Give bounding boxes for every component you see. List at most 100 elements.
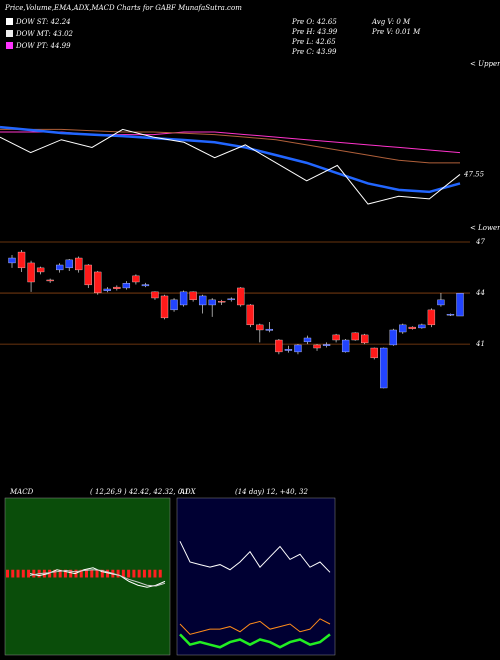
adx-line [179,618,331,635]
macd-bar [116,569,120,578]
candle-body [418,324,426,329]
candle-body [408,326,416,329]
adx-line [179,541,331,573]
macd-bar [63,569,67,578]
macd-bar [85,569,88,578]
macd-bar [27,569,31,578]
legend-swatch [6,42,13,49]
candle-body [427,309,436,326]
candle-body [141,284,150,287]
candle-body [208,299,216,306]
candle-body [36,267,45,273]
adx-subtitle: (14 day) 12, +40, 32 [235,488,308,496]
macd-bar [142,569,146,578]
macd-line [29,569,166,587]
volume-text: Pre V: 0.01 M [371,28,421,36]
legend-text: DOW PT: 44.99 [15,42,71,50]
prev-text: Pre H: 43.99 [291,28,338,36]
candle-body [389,329,397,346]
candle-body [160,295,169,319]
candle-body [446,314,455,316]
ema-line [0,128,461,205]
candle-body [27,262,35,283]
macd-bar [11,569,15,578]
macd-title: MACD [9,488,34,496]
candle-body [332,334,340,341]
candle-body [265,328,274,331]
legend-text: DOW MT: 43.02 [15,30,74,38]
macd-bar [95,569,99,578]
candle-body [198,295,207,306]
macd-bar [32,569,36,578]
candle-body [237,287,245,306]
legend-swatch [6,30,13,37]
macd-bar [137,569,141,578]
candle-body [284,349,293,351]
candle-body [46,279,54,282]
candle-body [227,298,235,301]
candle-body [341,339,350,353]
adx-line [179,633,331,649]
candle-body [170,299,178,311]
macd-bar [100,569,104,578]
ema-line [0,131,461,154]
y-tick-label: 47 [475,238,485,246]
candle-body [65,259,73,269]
candle-body [113,286,121,289]
macd-bar [148,569,152,578]
candle-body [179,291,188,306]
macd-bar [106,569,110,578]
candle-body [189,291,197,301]
macd-bar [21,569,25,578]
candle-body [56,264,64,271]
title: Price,Volume,EMA,ADX,MACD Charts for GAB… [4,4,242,12]
adx-panel [176,497,336,656]
prev-text: Pre O: 42.65 [291,18,337,26]
macd-bar [58,569,62,578]
candle-body [17,251,26,269]
candle-body [313,344,321,349]
candle-body [132,275,140,283]
legend-swatch [6,18,13,25]
candle-body [151,291,159,299]
ema-line [0,128,460,164]
macd-bar [48,569,52,578]
macd-bar [90,569,94,578]
upper-label: < Upper [470,60,500,68]
price-label: 47.55 [463,170,485,178]
macd-bar [69,569,73,578]
y-tick-label: 44 [475,289,485,297]
macd-bar [79,569,83,578]
candle-body [437,299,445,306]
macd-bar [6,569,9,578]
candle-body [8,257,16,264]
candle-body [122,283,131,289]
candle-body [84,264,92,286]
candle-body [351,332,359,341]
macd-bar [127,569,131,578]
candle-body [246,304,254,326]
lower-label: < Lower [470,224,500,232]
ema-line [0,125,461,194]
macd-bar [158,569,162,578]
y-tick-label: 41 [475,340,485,348]
macd-subtitle: ( 12,26,9 ) 42.42, 42.32, 0.1 [90,488,189,496]
macd-bar [132,569,136,578]
candle-body [103,288,111,291]
candle-body [294,344,302,353]
macd-bar [53,569,57,578]
candle-body [303,337,312,343]
macd-bar [16,569,20,578]
candle-body [322,344,331,346]
candle-body [94,271,102,294]
candle-body [75,257,83,271]
candle-body [275,339,283,353]
macd-bar [121,569,125,578]
adx-title: ADX [179,488,197,496]
candle-body [456,293,464,317]
macd-bar [153,569,157,578]
volume-text: Avg V: 0 M [371,18,411,26]
candle-body [370,347,378,359]
